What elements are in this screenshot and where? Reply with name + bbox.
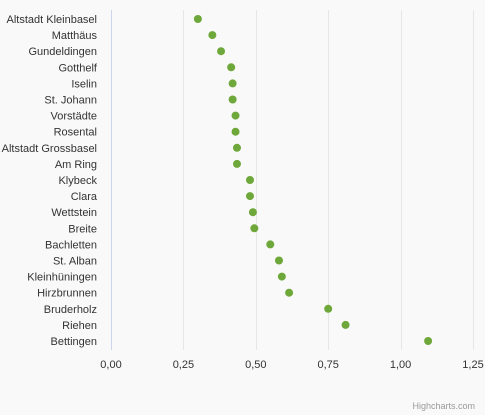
data-point[interactable] <box>246 176 255 184</box>
data-point[interactable] <box>227 63 236 72</box>
data-point[interactable] <box>232 143 241 152</box>
data-point[interactable] <box>285 288 294 297</box>
data-point[interactable] <box>274 256 283 265</box>
category-label: Riehen <box>62 320 97 332</box>
category-label: St. Johann <box>44 95 97 107</box>
category-label: Bettingen <box>51 336 97 348</box>
category-label: Bachletten <box>45 239 97 251</box>
category-label: Bruderholz <box>44 304 97 316</box>
category-label: Altstadt Kleinbasel <box>7 14 98 26</box>
data-point[interactable] <box>217 47 226 56</box>
category-label: Kleinhüningen <box>27 272 97 284</box>
data-point[interactable] <box>248 208 257 217</box>
category-label: Gundeldingen <box>28 46 97 58</box>
category-label: Gotthelf <box>58 62 97 74</box>
category-label: Iselin <box>71 78 97 90</box>
data-point[interactable] <box>246 192 255 201</box>
tick-label: 1,25 <box>462 359 483 371</box>
category-label: Matthäus <box>52 30 98 42</box>
data-points <box>193 15 433 345</box>
category-label: St. Alban <box>53 256 97 268</box>
data-point[interactable] <box>324 304 333 313</box>
category-label: Clara <box>71 191 98 203</box>
data-point[interactable] <box>228 95 237 104</box>
grid-lines <box>111 10 474 350</box>
data-point[interactable] <box>266 240 275 249</box>
category-label: Am Ring <box>55 159 97 171</box>
category-label: Klybeck <box>58 175 97 187</box>
tick-label: 1,00 <box>390 359 411 371</box>
tick-label: 0,50 <box>245 359 266 371</box>
tick-label: 0,75 <box>317 359 338 371</box>
data-point[interactable] <box>231 127 240 136</box>
credits-link[interactable]: Highcharts.com <box>412 401 475 411</box>
data-point[interactable] <box>228 79 237 88</box>
data-point[interactable] <box>341 320 350 329</box>
tick-label: 0,00 <box>100 359 121 371</box>
category-label: Breite <box>68 223 97 235</box>
category-label: Wettstein <box>51 207 97 219</box>
category-label: Rosental <box>54 127 97 139</box>
data-point[interactable] <box>193 15 202 23</box>
data-point[interactable] <box>232 159 241 168</box>
data-point[interactable] <box>424 337 433 345</box>
category-label: Vorstädte <box>51 111 97 123</box>
data-point[interactable] <box>250 224 259 233</box>
value-axis-tick-labels: 0,00 0,25 0,50 0,75 1,00 1,25 <box>100 359 483 371</box>
data-point[interactable] <box>208 31 217 40</box>
data-point[interactable] <box>277 272 286 281</box>
category-labels: Altstadt Kleinbasel Matthäus Gundeldingen G… <box>2 14 98 348</box>
data-point[interactable] <box>231 111 240 120</box>
tick-label: 0,25 <box>173 359 194 371</box>
category-label: Altstadt Grossbasel <box>2 143 97 155</box>
category-label: Hirzbrunnen <box>37 288 97 300</box>
